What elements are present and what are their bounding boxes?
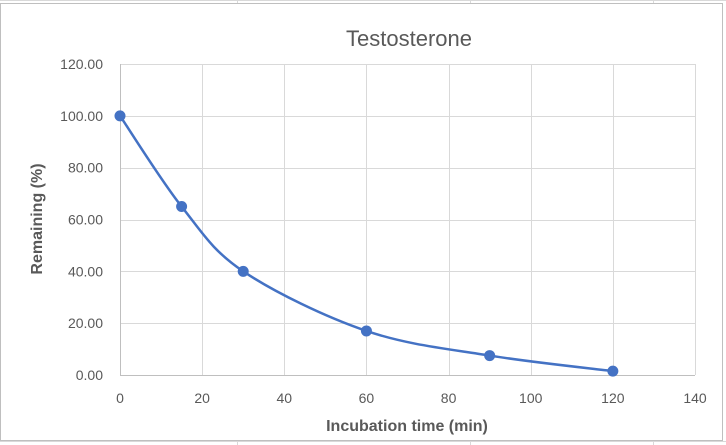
y-tick-label: 120.00: [60, 56, 103, 72]
y-tick-label: 20.00: [68, 315, 103, 331]
x-tick-label: 120: [601, 390, 625, 406]
series-line[interactable]: [118, 115, 614, 373]
y-tick-label: 40.00: [68, 263, 103, 279]
y-tick-label: 100.00: [60, 108, 103, 124]
x-tick-label: 60: [359, 390, 375, 406]
x-tick-label: 20: [194, 390, 210, 406]
data-point[interactable]: [484, 350, 496, 362]
axis-tick-labels: 0.00 20.00 40.00 60.00 80.00 100.00 120.00 0 20 4…: [60, 56, 707, 406]
x-axis-title[interactable]: Incubation time (min): [326, 418, 488, 435]
y-axis-title[interactable]: Remaining (%): [29, 163, 46, 274]
plot-gridlines: [120, 64, 696, 376]
data-series[interactable]: [114, 110, 619, 377]
data-point[interactable]: [237, 265, 249, 277]
y-tick-label: 60.00: [68, 212, 103, 228]
data-point[interactable]: [360, 325, 372, 337]
data-point[interactable]: [114, 110, 126, 122]
y-tick-label: 80.00: [68, 160, 103, 176]
x-tick-label: 0: [116, 390, 124, 406]
data-point[interactable]: [607, 365, 619, 377]
data-point[interactable]: [176, 201, 188, 213]
x-tick-label: 80: [441, 390, 457, 406]
x-tick-label: 140: [683, 390, 707, 406]
x-tick-label: 40: [276, 390, 292, 406]
x-tick-label: 100: [519, 390, 543, 406]
y-tick-label: 0.00: [76, 367, 103, 383]
chart-title[interactable]: Testosterone: [346, 26, 472, 51]
